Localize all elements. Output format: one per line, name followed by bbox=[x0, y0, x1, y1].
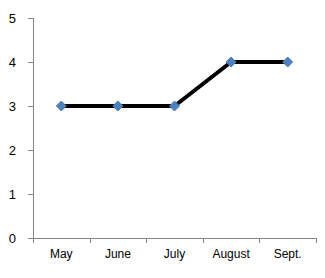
y-tick-mark bbox=[28, 62, 33, 63]
data-point bbox=[56, 101, 66, 111]
data-point bbox=[226, 57, 236, 67]
plot-area bbox=[56, 57, 292, 111]
x-tick-label: August bbox=[212, 247, 250, 261]
y-axis-line bbox=[33, 18, 34, 238]
x-tick-mark bbox=[146, 238, 147, 243]
x-tick-label: July bbox=[164, 247, 185, 261]
y-tick-mark bbox=[28, 150, 33, 151]
x-tick-mark bbox=[90, 238, 91, 243]
x-tick-label: May bbox=[50, 247, 73, 261]
x-axis-line bbox=[33, 238, 316, 239]
y-tick-mark bbox=[28, 238, 33, 239]
y-tick-label: 3 bbox=[9, 99, 16, 114]
y-tick-mark bbox=[28, 18, 33, 19]
y-tick-label: 0 bbox=[9, 231, 16, 246]
data-line bbox=[61, 62, 287, 106]
y-tick-label: 1 bbox=[9, 187, 16, 202]
x-tick-mark bbox=[203, 238, 204, 243]
data-point bbox=[113, 101, 123, 111]
y-tick-label: 4 bbox=[9, 55, 16, 70]
x-tick-mark bbox=[33, 238, 34, 243]
chart-container: 0 1 2 3 4 5 May June July August Sept. bbox=[0, 0, 325, 278]
y-tick-mark bbox=[28, 106, 33, 107]
x-tick-mark bbox=[259, 238, 260, 243]
y-tick-label: 5 bbox=[9, 11, 16, 26]
x-tick-label: Sept. bbox=[274, 247, 302, 261]
y-tick-label: 2 bbox=[9, 143, 16, 158]
x-tick-mark bbox=[316, 238, 317, 243]
chart: 0 1 2 3 4 5 May June July August Sept. bbox=[0, 0, 325, 278]
x-tick-label: June bbox=[105, 247, 131, 261]
data-point bbox=[283, 57, 293, 67]
data-point bbox=[170, 101, 180, 111]
y-tick-mark bbox=[28, 194, 33, 195]
